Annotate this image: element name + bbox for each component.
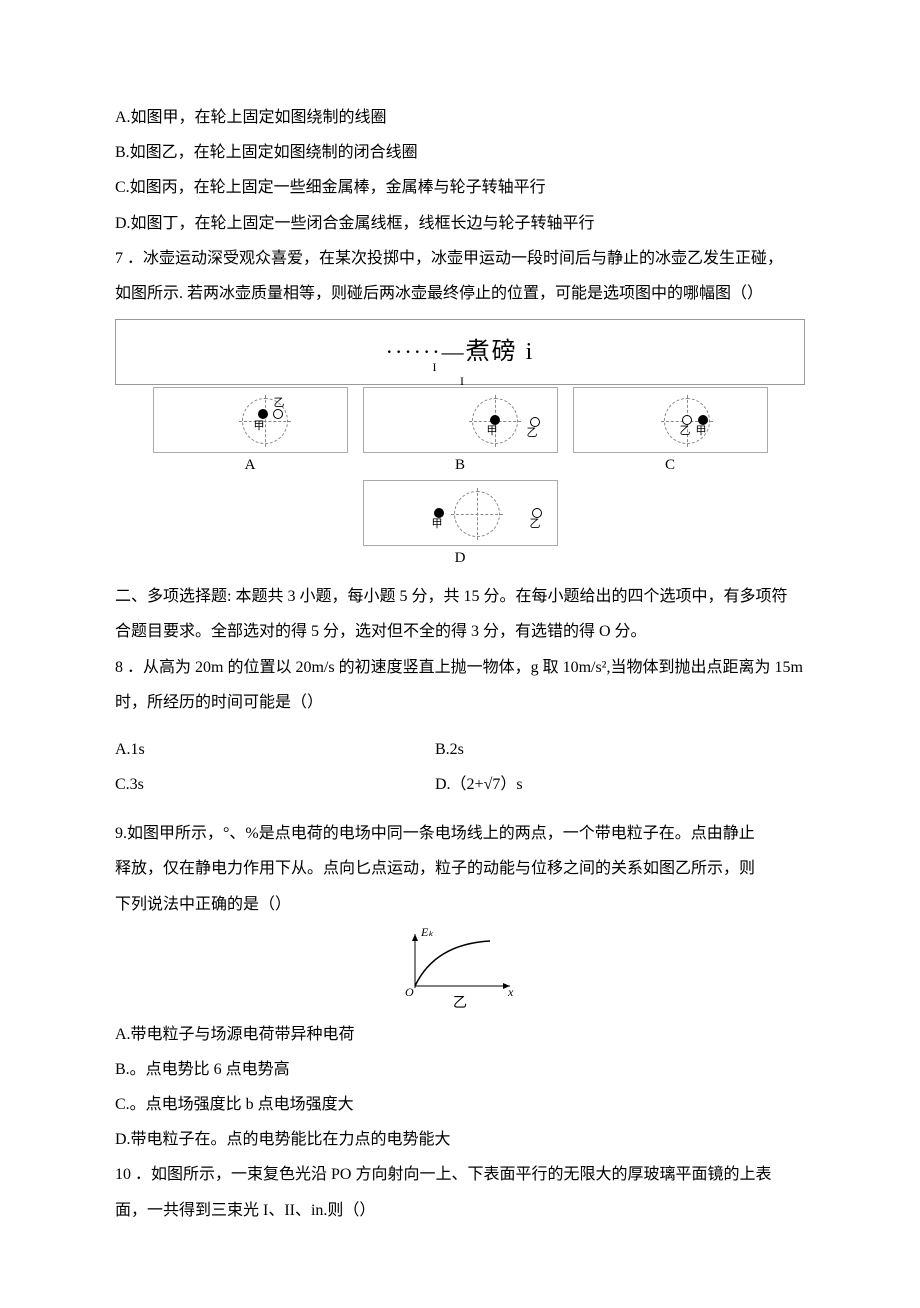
- q8-line2: 时，所经历的时间可能是（）: [115, 685, 805, 720]
- q8-option-a: A.1s: [115, 732, 435, 767]
- q6-option-d: D.如图丁，在轮上固定一些闭合金属线框，线框长边与轮子转轴平行: [115, 206, 805, 241]
- svg-text:O: O: [405, 985, 414, 996]
- q7-options-grid: 甲 乙 A 甲 乙 B 乙 甲 C 甲 乙: [115, 385, 805, 571]
- q7-a-diagram: 甲 乙: [153, 387, 348, 453]
- q7-option-d: 甲 乙 D: [355, 478, 565, 571]
- q7-a-label: A: [245, 455, 256, 476]
- q7-option-c: 乙 甲 C: [565, 385, 775, 478]
- q9-option-d: D.带电粒子在。点的电势能比在力点的电势能大: [115, 1122, 805, 1157]
- q9-option-a: A.带电粒子与场源电荷带异种电荷: [115, 1017, 805, 1052]
- q7-b-label: B: [455, 455, 465, 476]
- q7-c-label: C: [665, 455, 675, 476]
- q7-b-diagram: 甲 乙: [363, 387, 558, 453]
- q6-option-a: A.如图甲，在轮上固定如图绕制的线圈: [115, 100, 805, 135]
- section2-line2: 合题目要求。全部选对的得 5 分，选对但不全的得 3 分，有选错的得 O 分。: [115, 614, 805, 649]
- q9-option-c: C.。点电场强度比 b 点电场强度大: [115, 1087, 805, 1122]
- q9-line3: 下列说法中正确的是（）: [115, 887, 805, 922]
- label-jia: 甲: [254, 421, 265, 432]
- label-yi: 乙: [680, 426, 691, 437]
- q8-options-row2: C.3s D.（2+√7）s: [115, 767, 805, 802]
- q9-line1: 9.如图甲所示，°、%是点电荷的电场中同一条电场线上的两点，一个带电粒子在。点由…: [115, 816, 805, 851]
- q7-intro-2: 如图所示. 若两冰壶质量相等，则碰后两冰壶最终停止的位置，可能是选项图中的哪幅图…: [115, 276, 805, 311]
- label-yi: 乙: [527, 428, 538, 439]
- q6-option-b: B.如图乙，在轮上固定如图绕制的闭合线圈: [115, 135, 805, 170]
- q9-graph: Eₖ x O 乙: [115, 926, 805, 1013]
- q7-option-b: 甲 乙 B: [355, 385, 565, 478]
- q8-line1: 8 ．从高为 20m 的位置以 20m/s 的初速度竖直上抛一物体，g 取 10…: [115, 650, 805, 685]
- y-axis-label: Eₖ: [420, 926, 434, 939]
- q7-banner: ······— 煮磅 i Ι Ι: [115, 319, 805, 385]
- section2-line1: 二、多项选择题: 本题共 3 小题，每小题 5 分，共 15 分。在每小题给出的…: [115, 579, 805, 614]
- x-axis-label: x: [507, 985, 514, 996]
- q6-option-c: C.如图丙，在轮上固定一些细金属棒，金属棒与轮子转轴平行: [115, 170, 805, 205]
- q10-line1: 10 ．如图所示，一束复色光沿 PO 方向射向一上、下表面平行的无限大的厚玻璃平…: [115, 1157, 805, 1192]
- q7-intro-1: 7 ．冰壶运动深受观众喜爱，在某次投掷中，冰壶甲运动一段时间后与静止的冰壶乙发生…: [115, 241, 805, 276]
- q8-option-c: C.3s: [115, 767, 435, 802]
- q9-option-b: B.。点电势比 6 点电势高: [115, 1052, 805, 1087]
- q7-d-diagram: 甲 乙: [363, 480, 558, 546]
- label-yi: 乙: [274, 398, 285, 409]
- q8-options-row1: A.1s B.2s: [115, 732, 805, 767]
- q7-d-label: D: [455, 548, 466, 569]
- label-jia: 甲: [696, 426, 707, 437]
- q8-option-d: D.（2+√7）s: [435, 767, 523, 802]
- q10-line2: 面，一共得到三束光 I、II、in.则（）: [115, 1193, 805, 1228]
- q7-banner-dots: ······—: [386, 328, 466, 376]
- q8-option-b: B.2s: [435, 732, 464, 767]
- marker-i-1: Ι: [432, 354, 436, 380]
- label-yi: 乙: [530, 519, 541, 530]
- q7-c-diagram: 乙 甲: [573, 387, 768, 453]
- q7-banner-text: 煮磅 i: [466, 326, 535, 379]
- q9-line2: 释放，仅在静电力作用下从。点向匕点运动，粒子的动能与位移之间的关系如图乙所示，则: [115, 851, 805, 886]
- label-jia: 甲: [432, 519, 443, 530]
- q7-option-a: 甲 乙 A: [145, 385, 355, 478]
- q9-graph-caption: 乙: [453, 996, 467, 1013]
- label-jia: 甲: [487, 426, 498, 437]
- q9-graph-svg: Eₖ x O: [395, 926, 525, 996]
